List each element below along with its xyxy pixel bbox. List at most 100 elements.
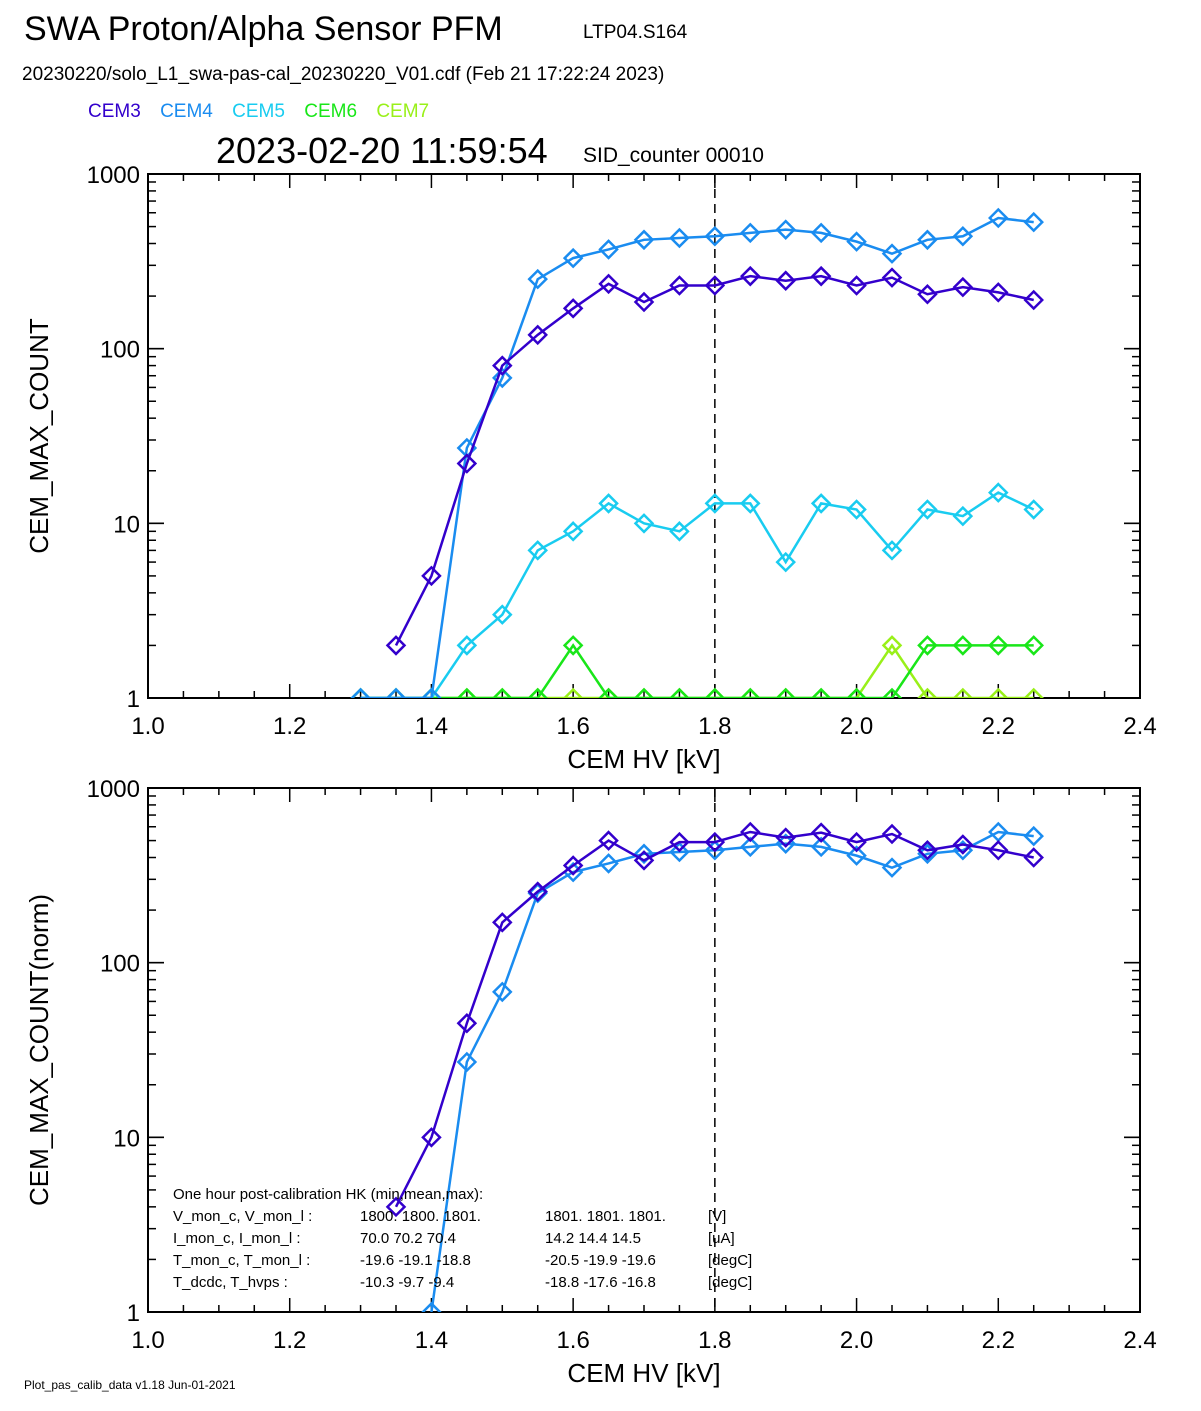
data-point-cem5: [810, 493, 832, 514]
data-point-cem5: [917, 499, 938, 520]
data-point-cem3: [775, 270, 796, 291]
data-point-cem3: [492, 355, 513, 376]
y-axis-title: CEM_MAX_COUNT(norm): [24, 894, 54, 1206]
main-title: SWA Proton/Alpha Sensor PFM: [24, 10, 503, 48]
hk-row-values-b: -18.8 -17.6 -16.8: [545, 1274, 656, 1291]
data-point-cem6: [562, 635, 584, 656]
file-line: 20230220/solo_L1_swa-pas-cal_20230220_V0…: [22, 64, 665, 85]
data-point-cem6: [952, 635, 974, 656]
data-point-cem4: [669, 227, 690, 249]
x-tick-label: 2.4: [1123, 1327, 1156, 1354]
data-point-cem4: [421, 687, 442, 698]
data-point-cem7: [917, 687, 938, 698]
data-point-cem4: [810, 836, 832, 858]
data-point-cem6: [740, 687, 761, 698]
data-point-cem6: [492, 687, 513, 698]
data-point-cem5: [669, 521, 690, 542]
data-point-cem4: [633, 229, 655, 251]
series-line-cem3: [394, 830, 1034, 1208]
data-point-cem6: [881, 687, 903, 698]
legend: CEM3 CEM4 CEM5 CEM6 CEM7: [88, 101, 443, 123]
data-point-cem3: [917, 840, 938, 861]
data-point-cem3: [846, 831, 867, 853]
data-point-cem4: [740, 836, 761, 858]
data-point-cem3: [421, 1127, 442, 1148]
data-point-cem3: [562, 855, 584, 876]
data-point-cem3: [598, 273, 619, 295]
x-tick-label: 1.4: [415, 1327, 448, 1354]
series-group: [385, 821, 1044, 1312]
y-tick-label: 10: [113, 511, 140, 538]
hk-row-unit: [uA]: [708, 1230, 735, 1247]
x-tick-label: 2.4: [1123, 713, 1156, 740]
data-point-cem3: [385, 1196, 407, 1218]
data-point-cem6: [456, 687, 478, 698]
data-point-cem4: [988, 207, 1009, 229]
data-point-cem3: [527, 324, 548, 346]
data-point-cem3: [988, 282, 1009, 303]
hk-row-label: T_mon_c, T_mon_l :: [173, 1252, 310, 1269]
data-point-cem3: [385, 635, 407, 656]
data-point-cem3: [1023, 847, 1044, 868]
data-point-cem3: [456, 1012, 478, 1034]
data-point-cem4: [704, 840, 726, 861]
data-point-cem3: [527, 881, 548, 902]
y-tick-label: 1000: [87, 776, 140, 803]
data-point-cem5: [704, 493, 726, 514]
timestamp: 2023-02-20 11:59:54: [216, 130, 548, 171]
legend-item-cem5: CEM5: [232, 101, 285, 122]
data-point-cem5: [456, 635, 478, 656]
data-point-cem7: [952, 687, 974, 698]
hk-row-unit: [degC]: [708, 1252, 752, 1269]
data-point-cem6: [527, 687, 548, 698]
legend-item-cem4: CEM4: [160, 101, 213, 122]
plot-frame: [147, 173, 1141, 699]
data-point-cem3: [598, 830, 619, 851]
data-point-cem4: [527, 268, 548, 290]
plot-2: 1.0 1.2 1.4 1.6 1.8 2.0 2.2 2.4 1 10 100 1000 CEM HV…: [24, 776, 1157, 1388]
data-point-cem4: [881, 857, 903, 878]
x-tick-label: 1.4: [415, 713, 448, 740]
data-point-cem5: [846, 499, 867, 520]
data-point-cem3: [704, 275, 726, 296]
hk-row-values-b: -20.5 -19.9 -19.6: [545, 1252, 656, 1269]
data-point-cem3: [633, 850, 655, 871]
data-point-cem5: [527, 540, 548, 561]
data-point-cem7: [562, 687, 584, 698]
data-point-cem4: [846, 231, 867, 252]
x-tick-label: 2.0: [840, 1327, 873, 1354]
data-point-cem4: [952, 226, 974, 247]
data-point-cem5: [562, 521, 584, 542]
data-point-cem4: [456, 1051, 478, 1073]
data-point-cem4: [492, 981, 513, 1003]
series-line-cem5: [360, 491, 1035, 698]
x-tick-label: 1.0: [131, 1327, 164, 1354]
hk-row-values-a: -19.6 -19.1 -18.8: [360, 1252, 471, 1269]
data-point-cem3: [1023, 289, 1044, 311]
data-point-cem5: [740, 493, 761, 514]
data-point-cem6: [988, 635, 1009, 656]
data-point-cem4: [598, 853, 619, 874]
legend-item-cem7: CEM7: [376, 101, 430, 122]
data-point-cem3: [669, 275, 690, 296]
data-point-cem4: [598, 239, 619, 260]
data-point-cem5: [1023, 499, 1044, 520]
x-tick-label: 2.2: [982, 1327, 1015, 1354]
hk-row-label: T_dcdc, T_hvps :: [173, 1274, 288, 1291]
hk-heading: One hour post-calibration HK (min,mean,m…: [173, 1186, 483, 1203]
hk-row-values-a: 1800. 1800. 1801.: [360, 1208, 481, 1225]
data-point-cem4: [775, 219, 796, 240]
data-point-cem4: [669, 841, 690, 863]
hk-row-label: V_mon_c, V_mon_l :: [173, 1208, 312, 1225]
data-point-cem3: [988, 840, 1009, 861]
data-point-cem5: [633, 513, 655, 534]
hk-row-values-a: -10.3 -9.7 -9.4: [360, 1274, 454, 1291]
data-point-cem3: [633, 291, 655, 313]
legend-item-cem6: CEM6: [304, 101, 358, 122]
data-point-cem3: [740, 265, 761, 287]
data-point-cem4: [846, 845, 867, 866]
data-point-cem5: [988, 482, 1009, 503]
data-point-cem5: [492, 604, 513, 625]
data-point-cem6: [917, 635, 938, 656]
data-point-cem3: [881, 823, 903, 845]
